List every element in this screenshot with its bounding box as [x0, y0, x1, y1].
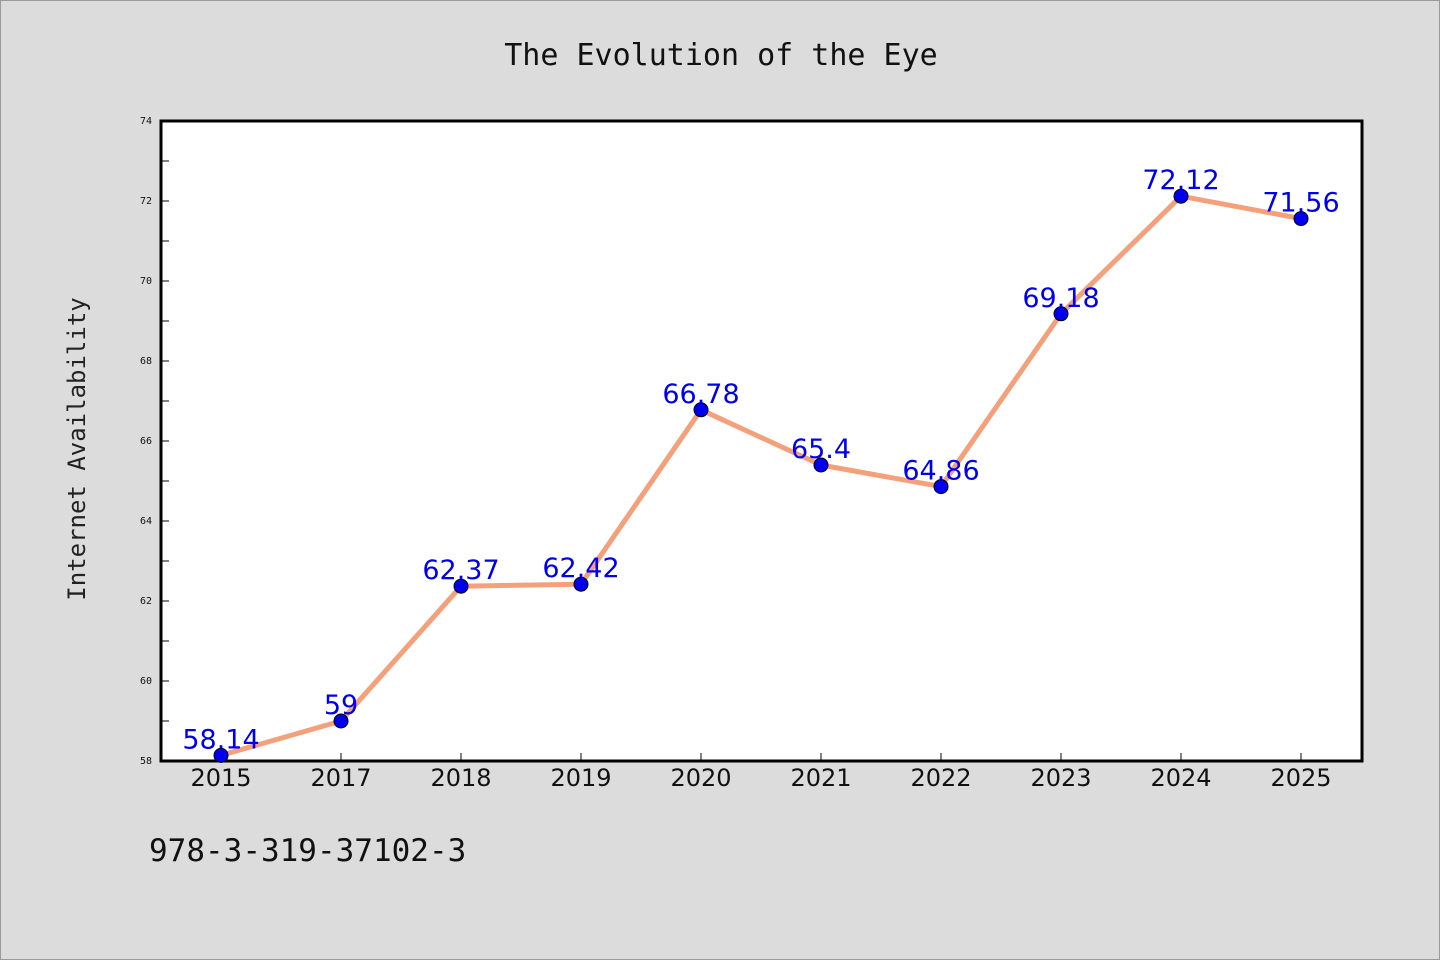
y-axis-ticks: 58 60 62 64 66 68 70 72 74: [140, 116, 169, 767]
series-line: [218, 193, 1304, 758]
y-axis-label: Internet Availability: [63, 297, 91, 600]
data-label: 66.78: [662, 379, 739, 410]
x-tick-label: 2015: [190, 764, 251, 792]
data-label: 71.56: [1262, 188, 1339, 219]
data-point: [573, 576, 589, 592]
data-point: [213, 747, 229, 763]
data-label: 62.42: [542, 553, 619, 584]
x-tick-label: 2020: [670, 764, 731, 792]
y-tick-label: 58: [140, 756, 152, 767]
x-tick-label: 2024: [1150, 764, 1211, 792]
isbn-label: 978-3-319-37102-3: [149, 833, 467, 869]
data-point: [813, 457, 829, 473]
data-label: 64.86: [902, 456, 979, 487]
data-label: 69.18: [1022, 283, 1099, 314]
x-tick-label: 2021: [790, 764, 851, 792]
plot-area: [159, 119, 1364, 763]
data-point: [933, 479, 949, 495]
data-label: 62.37: [422, 555, 499, 586]
chart-title: The Evolution of the Eye: [504, 38, 937, 73]
y-tick-label: 70: [140, 276, 152, 287]
x-tick-label: 2019: [550, 764, 611, 792]
y-tick-label: 62: [140, 596, 152, 607]
x-tick-label: 2022: [910, 764, 971, 792]
data-label: 72.12: [1142, 165, 1219, 196]
y-tick-label: 66: [140, 436, 152, 447]
data-label: 59: [324, 690, 358, 721]
data-label: 65.4: [791, 434, 851, 465]
data-point: [1173, 188, 1189, 204]
x-axis-ticks: 2015 2017 2018 2019 2020 2021 2022 2023 2024 2025: [190, 753, 1332, 792]
y-tick-label: 74: [140, 116, 152, 127]
data-point: [1053, 306, 1069, 322]
y-tick-label: 60: [140, 676, 152, 687]
data-label: 58.14: [182, 724, 259, 755]
data-point: [1293, 211, 1309, 227]
x-tick-label: 2018: [430, 764, 491, 792]
x-tick-label: 2017: [310, 764, 371, 792]
x-tick-label: 2023: [1030, 764, 1091, 792]
data-point: [693, 402, 709, 418]
y-tick-label: 72: [140, 196, 152, 207]
series-layer: 58.14 59 62.37 62.42 66.78 65.4 64.86 69.18 72.1…: [182, 165, 1340, 763]
data-point: [333, 713, 349, 729]
y-tick-label: 68: [140, 356, 152, 367]
data-point: [453, 578, 469, 594]
y-tick-label: 64: [140, 516, 152, 527]
x-tick-label: 2025: [1270, 764, 1331, 792]
